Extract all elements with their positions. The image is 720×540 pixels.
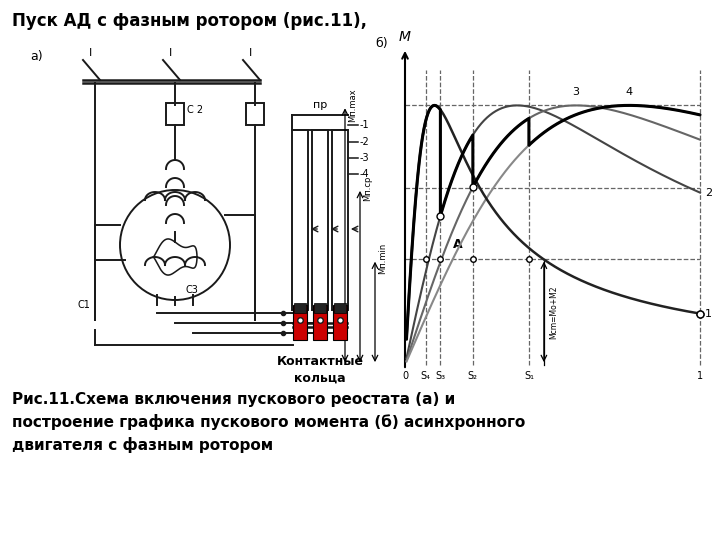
Bar (293, 305, 307, 340)
Text: Mп.max: Mп.max (348, 89, 358, 122)
Text: б): б) (375, 37, 387, 50)
Text: 3: 3 (572, 87, 580, 97)
Text: Mп.min: Mп.min (379, 243, 387, 274)
Text: А: А (453, 238, 463, 251)
Text: C3: C3 (185, 285, 198, 295)
Text: Рис.11.Схема включения пускового реостата (а) и
построение графика пускового мом: Рис.11.Схема включения пускового реостат… (12, 392, 526, 453)
Bar (333, 305, 347, 340)
Text: ρ3: ρ3 (334, 327, 346, 337)
Text: M: M (399, 30, 411, 44)
Text: 2: 2 (705, 187, 712, 198)
Text: S₃: S₃ (436, 371, 446, 381)
Bar (294, 303, 306, 313)
Text: C 2: C 2 (187, 105, 203, 115)
Text: S₂: S₂ (468, 371, 478, 381)
Text: Mп.ср: Mп.ср (364, 176, 372, 201)
Text: Контактные
кольца: Контактные кольца (276, 355, 364, 385)
Bar (332, 130, 348, 310)
Bar (312, 130, 328, 310)
Text: S₁: S₁ (524, 371, 534, 381)
Text: ρ2: ρ2 (314, 327, 326, 337)
Text: C1: C1 (77, 300, 90, 310)
Text: -3: -3 (360, 153, 369, 163)
Bar (334, 303, 346, 313)
Bar (246, 103, 264, 125)
Text: -1: -1 (360, 120, 369, 130)
Text: 0: 0 (402, 371, 408, 381)
Text: 4: 4 (626, 87, 633, 97)
Bar (314, 303, 326, 313)
Text: ρ1: ρ1 (294, 327, 306, 337)
Text: а): а) (30, 50, 42, 63)
Text: -4: -4 (360, 169, 369, 179)
Text: Mcm=Mo+M2: Mcm=Mo+M2 (549, 285, 558, 339)
Text: -2: -2 (360, 137, 370, 147)
Text: 1: 1 (697, 371, 703, 381)
Bar (313, 305, 327, 340)
Text: S₄: S₄ (420, 371, 431, 381)
Text: Пуск АД с фазным ротором (рис.11),: Пуск АД с фазным ротором (рис.11), (12, 12, 367, 30)
Text: I: I (89, 48, 91, 58)
Text: 1: 1 (705, 308, 712, 319)
Bar (292, 130, 308, 310)
Text: пр: пр (313, 100, 327, 110)
Bar (166, 103, 184, 125)
Text: I: I (168, 48, 171, 58)
Text: I: I (248, 48, 251, 58)
